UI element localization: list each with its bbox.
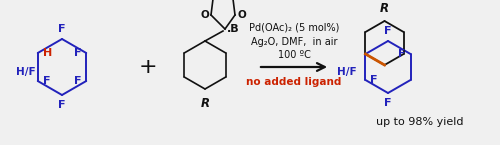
Text: no added ligand: no added ligand: [246, 77, 342, 87]
Text: up to 98% yield: up to 98% yield: [376, 117, 464, 127]
Text: F: F: [398, 49, 406, 59]
Text: 100 ºC: 100 ºC: [278, 50, 310, 60]
Text: Ag₂O, DMF,  in air: Ag₂O, DMF, in air: [251, 37, 337, 47]
Text: .B: .B: [227, 24, 239, 34]
Text: O: O: [237, 10, 246, 20]
Text: +: +: [138, 57, 158, 77]
Text: Pd(OAc)₂ (5 mol%): Pd(OAc)₂ (5 mol%): [249, 23, 339, 33]
Text: F: F: [58, 24, 66, 34]
Text: R: R: [200, 97, 209, 110]
Text: F: F: [384, 98, 392, 108]
Text: H/F: H/F: [338, 67, 357, 77]
Text: F: F: [74, 48, 81, 58]
Text: F: F: [74, 76, 81, 86]
Text: H/F: H/F: [16, 67, 36, 77]
Text: F: F: [384, 26, 392, 36]
Text: O: O: [200, 10, 209, 20]
Text: F: F: [58, 100, 66, 110]
Text: F: F: [370, 75, 378, 85]
Text: R: R: [380, 2, 389, 15]
Text: H: H: [43, 48, 52, 58]
Text: F: F: [43, 76, 51, 86]
